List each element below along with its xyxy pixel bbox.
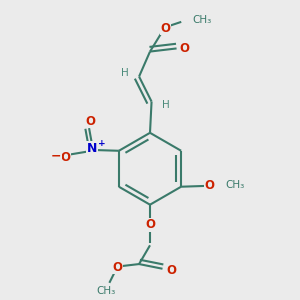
Text: CH₃: CH₃ (192, 15, 212, 25)
Text: −: − (51, 150, 62, 163)
Text: CH₃: CH₃ (225, 180, 244, 190)
Text: CH₃: CH₃ (97, 286, 116, 296)
Text: O: O (85, 115, 96, 128)
Text: O: O (166, 264, 176, 277)
Text: +: + (98, 139, 105, 148)
Text: O: O (204, 179, 214, 192)
Text: O: O (61, 151, 70, 164)
Text: H: H (162, 100, 170, 110)
Text: O: O (179, 42, 189, 55)
Text: O: O (160, 22, 171, 34)
Text: H: H (121, 68, 129, 78)
Text: O: O (112, 261, 122, 274)
Text: N: N (87, 142, 98, 155)
Text: O: O (145, 218, 155, 232)
